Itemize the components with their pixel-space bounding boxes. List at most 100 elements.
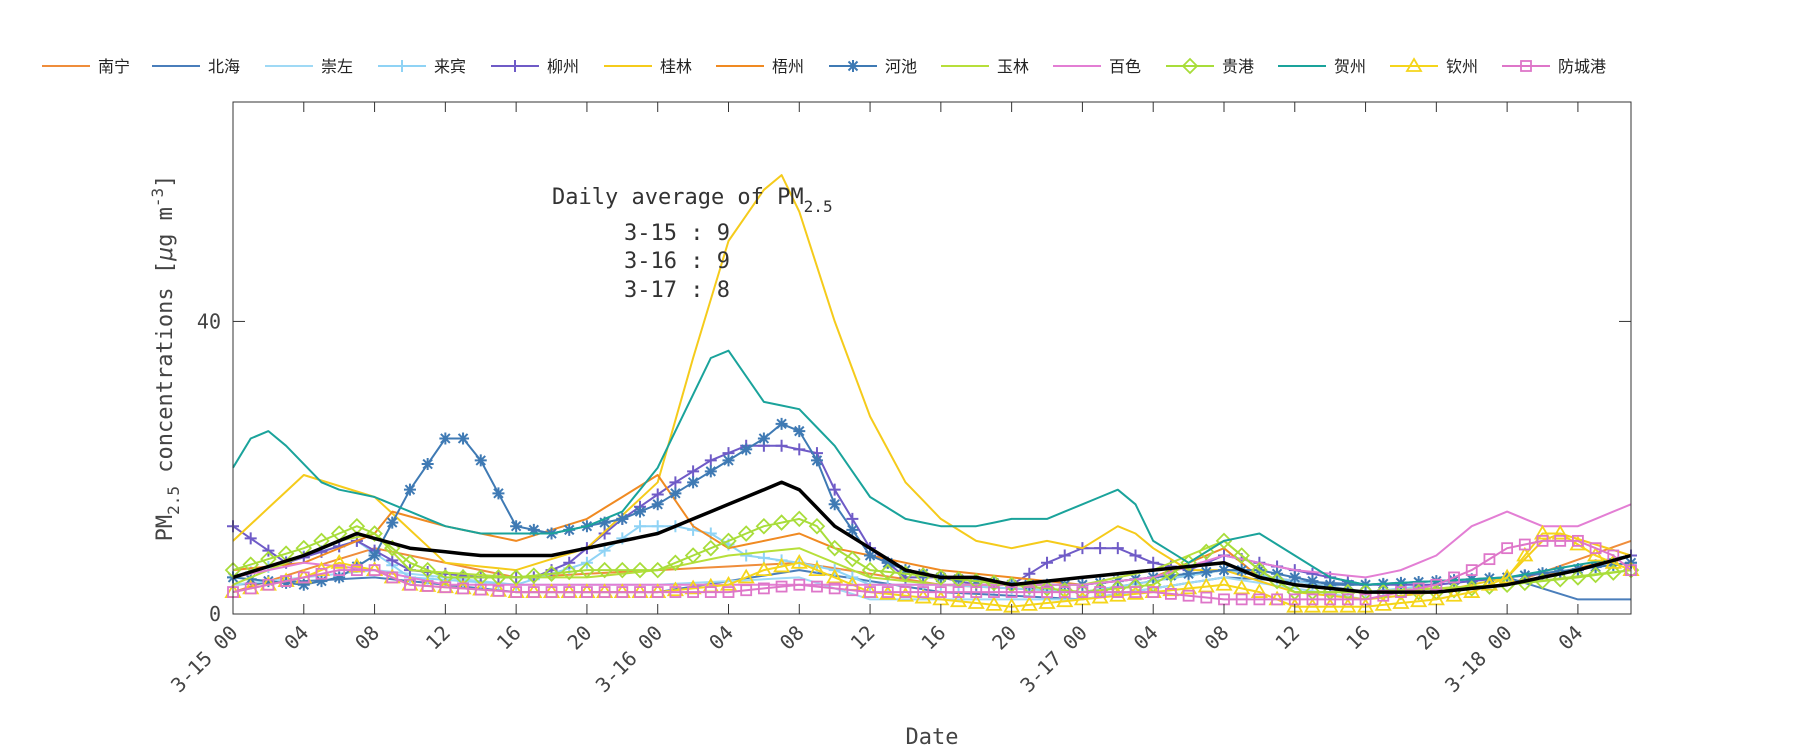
- data-point-marker: [702, 539, 720, 557]
- plot-lines: [224, 174, 1640, 613]
- legend-label: 防城港: [1558, 57, 1606, 76]
- data-point-marker: [1182, 589, 1195, 602]
- data-point-marker: [1041, 556, 1054, 569]
- data-point-marker: [368, 549, 381, 562]
- data-point-marker: [1410, 592, 1428, 608]
- data-point-marker: [1463, 583, 1481, 598]
- data-point-marker: [881, 556, 894, 569]
- data-point-marker: [492, 584, 505, 597]
- data-point-marker: [1374, 596, 1392, 611]
- data-point-marker: [1129, 586, 1142, 598]
- data-point-marker: [669, 586, 682, 598]
- data-point-marker: [1197, 577, 1215, 593]
- data-point-marker: [1094, 542, 1107, 555]
- data-point-marker: [1605, 564, 1622, 581]
- data-point-marker: [879, 563, 897, 581]
- data-point-marker: [581, 586, 593, 598]
- data-point-marker: [366, 525, 383, 542]
- data-point-marker: [527, 586, 540, 598]
- data-point-marker: [1551, 570, 1569, 588]
- x-tick-label: 16: [1341, 621, 1375, 655]
- series-line: [227, 417, 1637, 591]
- data-point-marker: [651, 520, 664, 533]
- data-point-marker: [775, 417, 788, 430]
- x-tick-label: 04: [1553, 621, 1587, 655]
- data-point-marker: [401, 554, 419, 572]
- plot-frame: [232, 101, 1632, 615]
- series-path: [232, 349, 1632, 586]
- data-point-marker: [1445, 586, 1463, 602]
- data-point-marker: [1215, 575, 1233, 591]
- y-tick-label: 0: [209, 602, 221, 626]
- data-point-marker: [846, 584, 859, 597]
- data-point-marker: [737, 568, 755, 584]
- data-point-marker: [1041, 586, 1053, 598]
- legend-item: 崇左: [265, 57, 353, 76]
- data-point-marker: [634, 520, 647, 533]
- legend-item: 河池: [829, 57, 917, 76]
- data-point-marker: [280, 576, 293, 589]
- data-point-marker: [1271, 593, 1283, 606]
- legend-label: 河池: [885, 57, 917, 76]
- data-point-marker: [985, 596, 1003, 611]
- legend-label: 崇左: [321, 57, 353, 76]
- data-point-marker: [1465, 564, 1478, 577]
- data-point-marker: [1056, 592, 1074, 608]
- data-point-marker: [330, 554, 348, 569]
- data-point-marker: [1501, 542, 1514, 555]
- data-point-marker: [651, 586, 664, 598]
- annotation-line: 3-16 : 9: [624, 249, 730, 274]
- data-point-marker: [793, 425, 806, 438]
- data-point-marker: [545, 586, 558, 598]
- data-point-marker: [828, 498, 841, 511]
- data-point-marker: [1498, 568, 1516, 584]
- legend-label: 北海: [208, 57, 240, 76]
- data-point-marker: [952, 586, 965, 598]
- x-tick-label: 08: [350, 621, 384, 655]
- data-point-marker: [1058, 586, 1071, 598]
- data-point-marker: [1324, 593, 1337, 606]
- legend-item: 柳州: [491, 57, 579, 76]
- data-point-marker: [1536, 534, 1549, 547]
- data-point-marker: [1569, 535, 1587, 551]
- data-point-marker: [864, 586, 876, 598]
- data-point-marker: [598, 544, 611, 557]
- data-point-marker: [616, 512, 629, 525]
- data-point-marker: [616, 586, 629, 598]
- data-point-marker: [560, 563, 578, 581]
- annotation-title: Daily average of PM2.5: [552, 185, 833, 216]
- data-point-marker: [1587, 566, 1604, 584]
- data-point-marker: [368, 564, 381, 577]
- data-point-marker: [649, 561, 666, 579]
- data-point-marker: [811, 580, 823, 593]
- data-point-marker: [598, 586, 611, 598]
- data-point-marker: [808, 561, 826, 577]
- y-tick-label: 40: [197, 309, 221, 333]
- data-point-marker: [1445, 581, 1463, 599]
- data-point-marker: [846, 512, 859, 525]
- data-point-marker: [421, 458, 434, 471]
- legend-label: 贺州: [1334, 57, 1366, 76]
- data-point-marker: [1483, 553, 1496, 566]
- daily-average-annotation: Daily average of PM2.5 3-15 : 9 3-16 : 9…: [552, 185, 833, 303]
- data-point-marker: [828, 582, 841, 595]
- data-point-marker: [669, 476, 682, 489]
- x-tick-label: 08: [1200, 621, 1234, 655]
- data-point-marker: [791, 510, 808, 528]
- data-point-marker: [454, 569, 472, 586]
- data-point-marker: [563, 586, 576, 598]
- data-point-marker: [297, 578, 310, 591]
- data-point-marker: [280, 575, 292, 587]
- legend-item: 来宾: [378, 57, 466, 76]
- data-point-marker: [775, 580, 788, 593]
- legend-label: 玉林: [997, 57, 1029, 76]
- x-tick-label: 3-17 00: [1015, 621, 1092, 698]
- data-point-marker: [1217, 564, 1230, 577]
- data-point-marker: [1250, 583, 1268, 598]
- data-point-marker: [1181, 57, 1199, 75]
- data-point-marker: [297, 571, 310, 584]
- data-point-marker: [684, 547, 702, 564]
- legend-label: 桂林: [660, 57, 692, 76]
- data-point-marker: [1448, 571, 1460, 584]
